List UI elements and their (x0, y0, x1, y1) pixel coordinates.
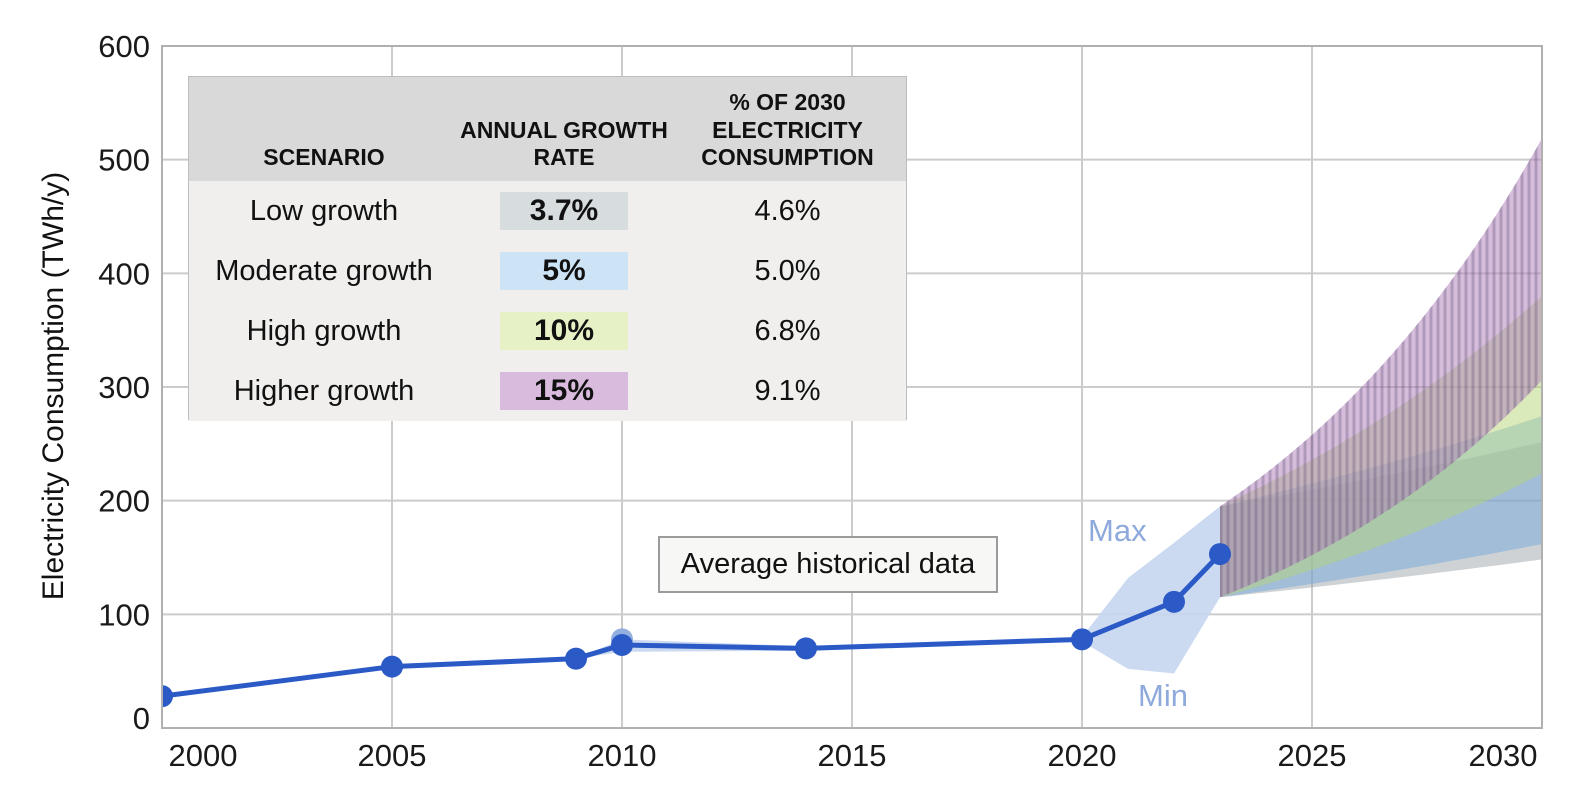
growth-rate-cell: 15% (459, 372, 669, 410)
y-tick-label: 200 (98, 484, 150, 519)
consumption-share: 5.0% (754, 254, 821, 287)
y-tick-label: 0 (133, 701, 150, 736)
data-point (381, 655, 403, 678)
table-row-high-growth: High growth 10% 6.8% (189, 301, 906, 361)
max-band-label: Max (1088, 513, 1147, 548)
scenario-name: High growth (246, 314, 402, 347)
y-tick-label: 400 (98, 256, 150, 291)
average-historical-data-label: Average historical data (658, 536, 998, 593)
y-tick-labels: 0 100 200 300 400 500 600 (98, 29, 150, 736)
historical-line (162, 552, 1222, 699)
consumption-share: 6.8% (754, 314, 821, 347)
x-tick-label: 2000 (169, 738, 238, 773)
y-tick-label: 600 (98, 29, 150, 64)
min-max-band (576, 506, 1220, 674)
scenario-table-body: Low growth 3.7% 4.6% Moderate growth 5% 5.0% H… (189, 181, 906, 421)
data-point (1209, 543, 1231, 566)
y-axis-title: Electricity Consumption (TWh/y) (37, 171, 70, 601)
uncertainty-band (576, 506, 1220, 674)
table-row-low-growth: Low growth 3.7% 4.6% (189, 181, 906, 241)
header-annual-growth-rate: ANNUAL GROWTH RATE (460, 116, 668, 171)
scenario-name: Higher growth (233, 374, 415, 407)
table-row-moderate-growth: Moderate growth 5% 5.0% (189, 241, 906, 301)
growth-rate-swatch: 3.7% (500, 192, 628, 230)
scenario-name: Moderate growth (215, 254, 433, 287)
data-point (1163, 590, 1185, 613)
scenario-name: Low growth (249, 194, 399, 227)
x-tick-labels: 2000 2005 2010 2015 2020 2025 2030 (169, 738, 1538, 773)
scenario-fans (1220, 138, 1542, 598)
x-tick-label: 2005 (358, 738, 427, 773)
scenario-table-header: SCENARIO ANNUAL GROWTH RATE % OF 2030 EL… (189, 77, 906, 181)
scenario-table: SCENARIO ANNUAL GROWTH RATE % OF 2030 EL… (188, 76, 907, 421)
x-tick-label: 2015 (818, 738, 887, 773)
scenario-fan-hatch-higher-growth (1220, 138, 1542, 598)
x-tick-label: 2010 (588, 738, 657, 773)
x-tick-label: 2020 (1048, 738, 1117, 773)
table-row-higher-growth: Higher growth 15% 9.1% (189, 361, 906, 421)
consumption-share: 9.1% (754, 374, 821, 407)
y-tick-label: 300 (98, 370, 150, 405)
x-tick-label: 2025 (1278, 738, 1347, 773)
growth-rate-cell: 5% (459, 252, 669, 290)
header-share-2030: % OF 2030 ELECTRICITY CONSUMPTION (701, 89, 874, 171)
data-point (1071, 628, 1093, 651)
plot-border-rect (161, 45, 1543, 729)
growth-rate-swatch: 15% (500, 372, 628, 410)
growth-rate-swatch: 10% (500, 312, 628, 350)
plot-border (161, 45, 1543, 729)
x-tick-label: 2030 (1469, 738, 1538, 773)
growth-rate-cell: 10% (459, 312, 669, 350)
y-tick-label: 500 (98, 143, 150, 178)
data-point (162, 685, 173, 708)
growth-rate-swatch: 5% (500, 252, 628, 290)
historical-line-group (162, 543, 1231, 708)
data-point (611, 634, 633, 657)
min-band-label: Min (1138, 678, 1188, 713)
data-point (565, 647, 587, 670)
header-scenario: SCENARIO (263, 144, 385, 171)
data-point (795, 637, 817, 660)
consumption-share: 4.6% (754, 194, 821, 227)
y-tick-label: 100 (98, 597, 150, 632)
growth-rate-cell: 3.7% (459, 192, 669, 230)
